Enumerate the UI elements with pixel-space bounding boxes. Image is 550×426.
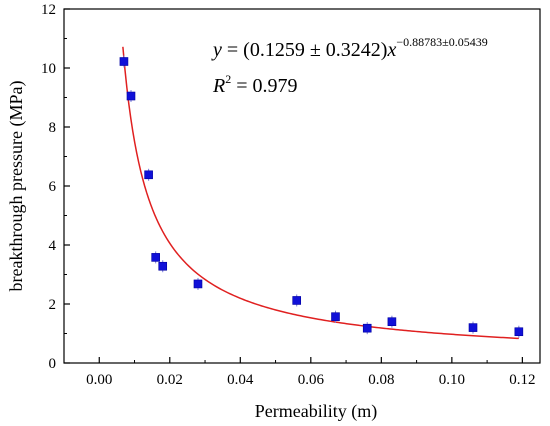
data-point xyxy=(331,312,340,321)
data-point xyxy=(158,261,168,271)
data-points xyxy=(119,55,524,338)
y-tick-label: 12 xyxy=(41,2,56,18)
x-tick-label: 0.06 xyxy=(298,372,325,388)
y-tick-label: 6 xyxy=(49,179,57,195)
data-point xyxy=(151,253,160,262)
data-point xyxy=(468,323,478,332)
eq-exponent: −0.88783±0.05439 xyxy=(396,35,487,49)
data-point xyxy=(292,296,302,305)
x-tick-label: 0.10 xyxy=(439,372,465,388)
x-axis-label: Permeability (m) xyxy=(255,401,377,422)
plot-axes xyxy=(63,8,541,364)
data-point xyxy=(193,279,203,289)
y-tick-label: 4 xyxy=(49,238,57,254)
axis-ticks: 0.00 0.02 0.04 0.06 0.08 0.10 0.12 0 2 4 6 8 10 12 xyxy=(41,2,535,388)
x-tick-label: 0.08 xyxy=(368,372,394,388)
eq-coefficient: = (0.1259 ± 0.3242) xyxy=(222,39,388,61)
data-point xyxy=(119,57,129,66)
y-tick-label: 2 xyxy=(49,297,57,313)
y-axis-label: breakthrough pressure (MPa) xyxy=(6,81,27,292)
fit-curve xyxy=(122,46,519,340)
y-tick-label: 10 xyxy=(41,61,56,77)
data-point xyxy=(144,170,153,180)
y-tick-label: 0 xyxy=(49,356,57,372)
data-point xyxy=(387,317,397,327)
x-tick-label: 0.02 xyxy=(157,372,183,388)
x-tick-label: 0.00 xyxy=(86,372,112,388)
data-point xyxy=(126,91,136,101)
eq-r: R xyxy=(212,75,225,97)
fit-curve-group xyxy=(122,46,519,340)
svg-text:R2 = 0.979: R2 = 0.979 xyxy=(212,72,298,97)
fit-equation: y = (0.1259 ± 0.3242)x−0.88783±0.05439 R… xyxy=(211,35,488,97)
data-point xyxy=(514,327,524,337)
data-point xyxy=(362,323,372,333)
eq-r-sup: 2 xyxy=(225,72,231,86)
x-tick-label: 0.12 xyxy=(509,372,535,388)
svg-text:y = (0.1259 ± 0.3242)x−0.88783: y = (0.1259 ± 0.3242)x−0.88783±0.05439 xyxy=(211,35,488,61)
plot-frame xyxy=(63,8,541,364)
x-tick-label: 0.04 xyxy=(227,372,254,388)
eq-y: y xyxy=(211,39,222,61)
eq-x: x xyxy=(386,39,396,61)
eq-r-value: = 0.979 xyxy=(231,75,297,97)
y-tick-label: 8 xyxy=(49,120,57,136)
